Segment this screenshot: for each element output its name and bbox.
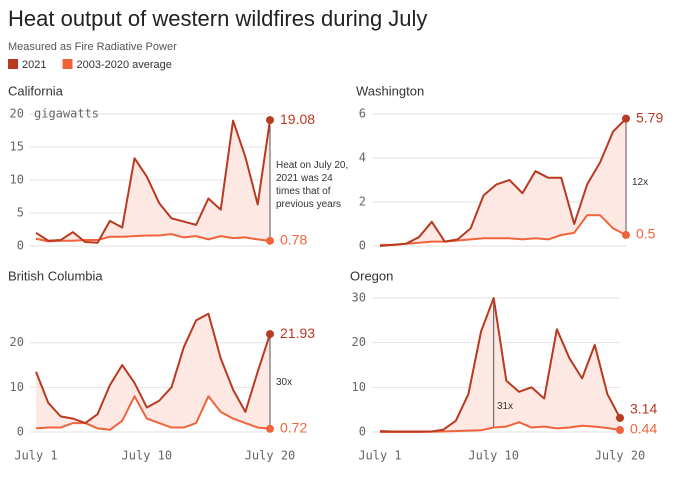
x-tick-label: July 10 xyxy=(468,449,519,463)
end-dot xyxy=(622,231,630,239)
end-label: 0.44 xyxy=(630,421,657,437)
gap-area xyxy=(36,120,270,243)
x-tick-label: July 20 xyxy=(595,449,646,463)
end-dot xyxy=(616,426,624,435)
y-tick-label: 30 xyxy=(352,291,366,305)
y-tick-label: 10 xyxy=(10,173,24,187)
subtitle: Measured as Fire Radiative Power xyxy=(8,41,177,53)
legend-swatch xyxy=(62,59,73,69)
y-axis-label: gigawatts xyxy=(34,107,99,121)
y-tick-label: 0 xyxy=(359,239,366,253)
annotation-line-text: times that of xyxy=(276,186,331,197)
legend-label: 2021 xyxy=(22,59,46,71)
annotation-line-text: Heat on July 20, xyxy=(276,160,348,171)
y-tick-label: 0 xyxy=(359,425,366,439)
y-tick-label: 6 xyxy=(359,107,366,121)
end-dot xyxy=(266,236,274,245)
y-tick-label: 20 xyxy=(352,335,366,349)
end-label: 0.72 xyxy=(280,419,307,435)
series-line xyxy=(35,395,271,431)
end-dot xyxy=(622,114,630,123)
y-tick-label: 5 xyxy=(17,206,24,220)
annotation: 31x xyxy=(497,401,513,412)
annotation-line-text: 12x xyxy=(632,177,648,188)
annotation-line-text: 2021 was 24 xyxy=(276,173,333,184)
x-tick-label: July 1 xyxy=(358,449,401,463)
series-line xyxy=(35,119,271,244)
series-line xyxy=(379,117,627,247)
y-tick-label: 0 xyxy=(17,425,24,439)
y-tick-label: 2 xyxy=(359,195,366,209)
end-label: 5.79 xyxy=(636,109,663,125)
end-dot xyxy=(266,424,274,433)
annotation: 12x xyxy=(632,177,648,188)
series-line xyxy=(380,214,627,246)
y-tick-label: 10 xyxy=(352,380,366,394)
gap-area xyxy=(36,313,270,430)
x-tick-label: July 1 xyxy=(14,449,57,463)
annotation-line-text: 30x xyxy=(276,377,292,388)
end-label: 19.08 xyxy=(280,111,315,127)
legend-swatch xyxy=(8,59,18,69)
y-tick-label: 10 xyxy=(10,380,24,394)
x-tick-label: July 20 xyxy=(245,449,296,463)
end-label: 0.78 xyxy=(280,232,307,248)
y-tick-label: 20 xyxy=(10,107,24,121)
panel-title: Washington xyxy=(356,83,424,98)
y-tick-label: 20 xyxy=(10,335,24,349)
series-line xyxy=(35,233,271,243)
end-label: 21.93 xyxy=(280,325,315,341)
panel-title: California xyxy=(8,83,64,98)
series-line xyxy=(379,297,621,433)
end-label: 3.14 xyxy=(630,401,657,417)
y-tick-label: 4 xyxy=(359,151,366,165)
series-line xyxy=(35,312,271,425)
y-tick-label: 0 xyxy=(17,239,24,253)
end-dot xyxy=(266,330,274,339)
annotation: 30x xyxy=(276,377,292,388)
y-tick-label: 15 xyxy=(10,140,24,154)
end-label: 0.5 xyxy=(636,226,656,242)
panel-title: British Columbia xyxy=(8,268,103,283)
end-dot xyxy=(616,413,624,422)
annotation-line-text: 31x xyxy=(497,401,513,412)
end-dot xyxy=(266,116,274,125)
chart-title: Heat output of western wildfires during … xyxy=(8,6,427,31)
legend-label: 2003-2020 average xyxy=(76,59,171,71)
annotation-line-text: previous years xyxy=(276,199,341,210)
panel-title: Oregon xyxy=(350,268,393,283)
gap-area xyxy=(380,298,620,432)
annotation: Heat on July 20, 2021 was 24 times that of… xyxy=(276,160,348,210)
x-tick-label: July 10 xyxy=(122,449,173,463)
